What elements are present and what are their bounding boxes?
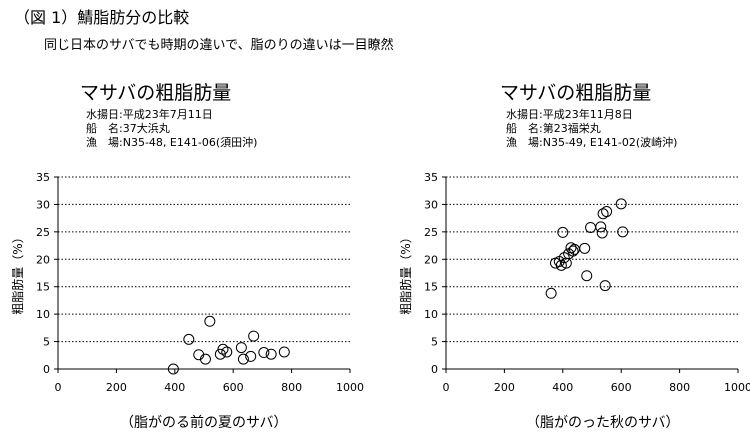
x-tick-label: 0 bbox=[55, 381, 62, 394]
y-tick-label: 20 bbox=[36, 253, 50, 266]
x-tick-label: 600 bbox=[223, 381, 244, 394]
x-tick-label: 200 bbox=[494, 381, 515, 394]
data-point bbox=[248, 330, 260, 342]
data-point bbox=[167, 363, 179, 375]
y-axis-label: 粗脂肪量（%） bbox=[10, 231, 25, 314]
scatter-plot-summer: 0 5 10 15 20 25 30 35 0 200 400 600 800 1000 粗脂肪量（%） bbox=[10, 171, 364, 394]
info-landing-date: 水揚日:平成23年11月8日 bbox=[506, 108, 633, 121]
scatter-plot-autumn: 0 5 10 15 20 25 30 35 0 200 400 600 800 1000 粗脂肪量（%） bbox=[398, 171, 750, 394]
data-point bbox=[183, 333, 195, 345]
data-point bbox=[617, 226, 629, 238]
chart-caption: （脂がのった秋のサバ） bbox=[526, 415, 680, 431]
info-value: 37大浜丸 bbox=[122, 122, 170, 135]
y-tick-label: 5 bbox=[43, 336, 50, 349]
data-point bbox=[217, 343, 229, 355]
x-tick-label: 1000 bbox=[724, 381, 750, 394]
x-tick-label: 400 bbox=[552, 381, 573, 394]
x-tick-label: 1000 bbox=[336, 381, 364, 394]
y-tick-label: 0 bbox=[43, 363, 50, 376]
data-point bbox=[567, 245, 579, 257]
info-vessel-name: 船 名:第23福栄丸 bbox=[506, 122, 601, 135]
data-point bbox=[235, 342, 247, 354]
data-point bbox=[596, 227, 608, 239]
info-label: 漁 場 bbox=[506, 136, 539, 149]
y-tick-label: 30 bbox=[36, 198, 50, 211]
info-label: 船 名 bbox=[86, 122, 119, 135]
x-tick-label: 200 bbox=[106, 381, 127, 394]
data-point bbox=[278, 346, 290, 358]
data-point bbox=[579, 242, 591, 254]
x-tick-label: 800 bbox=[281, 381, 302, 394]
data-point bbox=[245, 350, 257, 362]
chart-title: マサバの粗脂肪量 bbox=[80, 82, 232, 104]
info-value: N35-48, E141-06(須田沖) bbox=[122, 136, 258, 149]
y-tick-label: 5 bbox=[431, 336, 438, 349]
data-point bbox=[615, 198, 627, 210]
data-point bbox=[265, 348, 277, 360]
chart-title: マサバの粗脂肪量 bbox=[500, 82, 652, 104]
y-tick-label: 30 bbox=[424, 198, 438, 211]
data-point bbox=[581, 270, 593, 282]
chart-caption: （脂がのる前の夏のサバ） bbox=[120, 415, 288, 431]
info-label: 船 名 bbox=[506, 122, 539, 135]
data-point bbox=[601, 206, 613, 218]
y-tick-label: 35 bbox=[424, 171, 438, 184]
data-point bbox=[258, 347, 270, 359]
info-vessel-name: 船 名:37大浜丸 bbox=[86, 122, 170, 135]
y-tick-label: 10 bbox=[36, 308, 50, 321]
info-label: 漁 場 bbox=[86, 136, 119, 149]
info-value: 第23福栄丸 bbox=[542, 122, 601, 135]
info-landing-date: 水揚日:平成23年7月11日 bbox=[86, 108, 213, 121]
info-value: 平成23年11月8日 bbox=[542, 108, 633, 121]
info-value: N35-49, E141-02(波崎沖) bbox=[542, 136, 678, 149]
data-point bbox=[221, 346, 233, 358]
chart-panel-summer: マサバの粗脂肪量 水揚日:平成23年7月11日 船 名:37大浜丸 漁 場:N3… bbox=[0, 78, 364, 431]
figure-subtitle: 同じ日本のサバでも時期の違いで、脂のりの違いは一目瞭然 bbox=[44, 38, 394, 53]
data-point bbox=[237, 353, 249, 365]
data-point bbox=[597, 208, 609, 220]
data-point bbox=[199, 353, 211, 365]
y-tick-label: 25 bbox=[36, 226, 50, 239]
data-point bbox=[585, 221, 597, 233]
y-tick-label: 15 bbox=[424, 281, 438, 294]
info-value: 平成23年7月11日 bbox=[122, 108, 213, 121]
y-tick-label: 25 bbox=[424, 226, 438, 239]
data-point bbox=[599, 280, 611, 292]
y-tick-label: 15 bbox=[36, 281, 50, 294]
data-point bbox=[545, 287, 557, 299]
info-label: 水揚日 bbox=[506, 108, 539, 121]
y-tick-label: 20 bbox=[424, 253, 438, 266]
x-tick-label: 0 bbox=[443, 381, 450, 394]
info-fishing-ground: 漁 場:N35-48, E141-06(須田沖) bbox=[86, 136, 258, 149]
x-tick-label: 600 bbox=[611, 381, 632, 394]
data-point bbox=[557, 226, 569, 238]
y-tick-label: 0 bbox=[431, 363, 438, 376]
y-tick-label: 10 bbox=[424, 308, 438, 321]
x-tick-label: 400 bbox=[164, 381, 185, 394]
info-fishing-ground: 漁 場:N35-49, E141-02(波崎沖) bbox=[506, 136, 678, 149]
data-point bbox=[555, 259, 567, 271]
info-label: 水揚日 bbox=[86, 108, 119, 121]
data-point bbox=[595, 221, 607, 233]
data-point bbox=[204, 315, 216, 327]
chart-panel-autumn: マサバの粗脂肪量 水揚日:平成23年11月8日 船 名:第23福栄丸 漁 場:N… bbox=[388, 78, 750, 431]
y-tick-label: 35 bbox=[36, 171, 50, 184]
figure-title: （図 1）鯖脂肪分の比較 bbox=[14, 8, 190, 27]
y-axis-label: 粗脂肪量（%） bbox=[398, 231, 413, 314]
x-tick-label: 800 bbox=[669, 381, 690, 394]
